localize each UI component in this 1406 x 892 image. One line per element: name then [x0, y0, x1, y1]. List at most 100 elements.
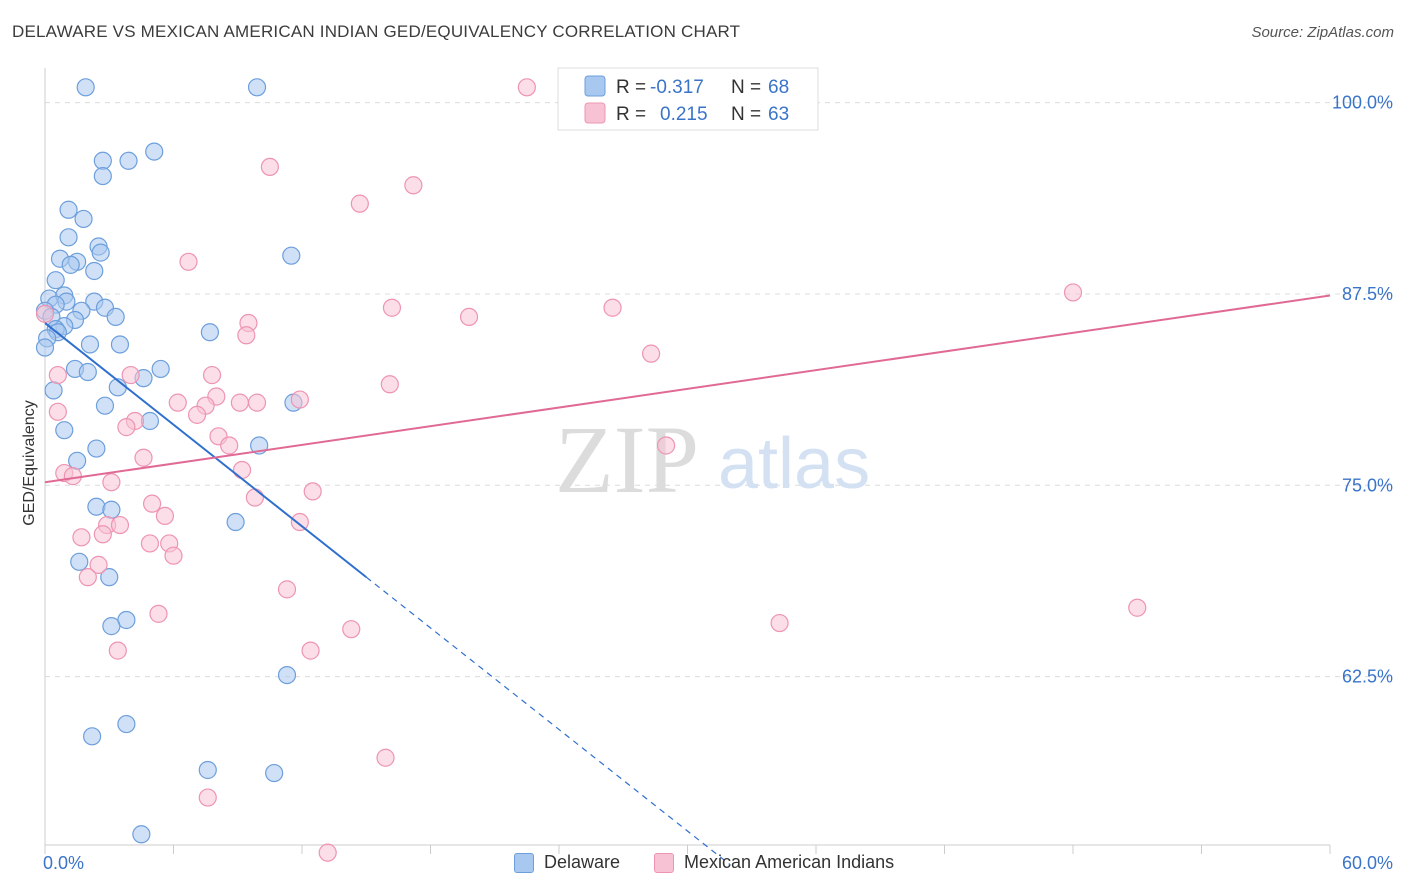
- legend-swatch-delaware: [584, 75, 606, 97]
- mexican-point: [376, 748, 395, 767]
- delaware-point: [74, 209, 93, 229]
- mexican-point: [63, 467, 82, 486]
- y-axis-label: GED/Equivalency: [21, 400, 38, 525]
- mexican-point: [260, 157, 279, 177]
- y-tick-label: 87.5%: [1342, 284, 1393, 304]
- mexican-point: [134, 448, 153, 467]
- mexican-point: [102, 473, 121, 492]
- mexican-point: [517, 78, 536, 97]
- delaware-point: [119, 151, 138, 170]
- legend-n-label-2: N =: [731, 104, 761, 125]
- mexican-point: [230, 393, 249, 412]
- delaware-point: [102, 617, 121, 636]
- mexican-point: [117, 418, 136, 437]
- x-tick-label-max: 60.0%: [1342, 853, 1393, 873]
- delaware-point: [87, 439, 106, 458]
- watermark: ZIP atlas: [555, 406, 870, 513]
- mexican-point: [168, 393, 187, 412]
- mexican-point: [245, 488, 264, 507]
- delaware-swatch: [514, 852, 534, 873]
- legend-item-mexican[interactable]: Mexican American Indians: [654, 852, 894, 873]
- delaware-trend-line: [44, 322, 367, 578]
- watermark-atlas: atlas: [718, 424, 870, 504]
- delaware-point: [282, 246, 301, 265]
- delaware-point: [87, 497, 106, 516]
- legend-n-label-1: N =: [731, 77, 761, 98]
- mexican-swatch: [654, 852, 675, 873]
- delaware-point: [200, 323, 220, 342]
- delaware-point: [106, 307, 125, 327]
- delaware-point: [151, 359, 170, 379]
- delaware-point: [132, 825, 151, 844]
- mexican-trend-line: [44, 294, 1331, 484]
- delaware-point: [76, 78, 95, 97]
- mexican-point: [380, 375, 399, 394]
- delaware-point: [85, 261, 104, 281]
- delaware-point: [226, 512, 245, 532]
- mexican-point: [187, 405, 207, 424]
- legend-item-delaware[interactable]: Delaware: [514, 852, 620, 873]
- mexican-point: [350, 194, 369, 213]
- top-legend: R = -0.317 N = 68 R = 0.215 N = 63: [557, 67, 819, 131]
- legend-label-delaware: Delaware: [544, 852, 621, 872]
- delaware-point: [59, 200, 78, 219]
- mexican-point: [48, 402, 67, 421]
- delaware-point: [91, 243, 110, 262]
- mexican-point: [89, 555, 108, 574]
- mexican-point: [290, 512, 309, 532]
- delaware-point: [83, 727, 102, 746]
- x-tick-label-min: 0.0%: [43, 853, 84, 873]
- mexican-point: [140, 534, 160, 553]
- mexican-point: [155, 506, 175, 526]
- delaware-point: [61, 255, 80, 274]
- delaware-point: [44, 381, 63, 400]
- bottom-legend: Delaware Mexican American Indians: [514, 852, 928, 873]
- delaware-point: [100, 568, 119, 587]
- chart-title: DELAWARE VS MEXICAN AMERICAN INDIAN GED/…: [12, 22, 741, 41]
- axis-layer: [44, 68, 1331, 854]
- mexican-point: [164, 546, 183, 565]
- mexican-point: [198, 788, 217, 807]
- y-tick-label: 100.0%: [1332, 93, 1393, 113]
- mexican-point: [382, 298, 402, 317]
- trend-layer: [44, 294, 1331, 866]
- mexican-point: [35, 304, 55, 323]
- mexican-point: [641, 344, 661, 363]
- delaware-point: [59, 228, 78, 247]
- mexican-point: [318, 843, 337, 862]
- mexican-point: [142, 494, 162, 513]
- delaware-point: [198, 760, 217, 780]
- delaware-point: [55, 421, 74, 440]
- delaware-point: [68, 451, 87, 470]
- mexican-point: [303, 482, 322, 501]
- source-label: Source: ZipAtlas.com: [1251, 24, 1394, 41]
- legend-r-label-1: R =: [616, 77, 646, 98]
- mexican-point: [342, 620, 361, 639]
- mexican-point: [149, 604, 168, 623]
- delaware-point: [93, 166, 112, 186]
- mexican-point: [301, 641, 320, 660]
- delaware-point: [95, 396, 115, 415]
- delaware-point: [93, 151, 112, 170]
- legend-swatch-mexican: [584, 102, 606, 124]
- delaware-point: [35, 338, 55, 357]
- delaware-point: [117, 714, 136, 734]
- mexican-point: [237, 326, 256, 345]
- points-layer: [35, 78, 1147, 862]
- y-tick-label: 62.5%: [1342, 667, 1393, 687]
- delaware-point: [70, 552, 89, 571]
- mexican-point: [290, 390, 309, 409]
- mexican-point: [656, 436, 676, 455]
- legend-label-mexican: Mexican American Indians: [684, 852, 895, 872]
- mexican-point: [1063, 283, 1083, 302]
- mexican-point: [603, 298, 622, 317]
- watermark-zip: ZIP: [555, 406, 699, 513]
- grid-layer: [45, 102, 1392, 678]
- mexican-point: [121, 365, 140, 385]
- mexican-point: [770, 613, 789, 633]
- delaware-point: [265, 763, 284, 783]
- mexican-point: [48, 365, 67, 385]
- mexican-point: [404, 176, 423, 195]
- y-tick-label: 75.0%: [1342, 475, 1393, 495]
